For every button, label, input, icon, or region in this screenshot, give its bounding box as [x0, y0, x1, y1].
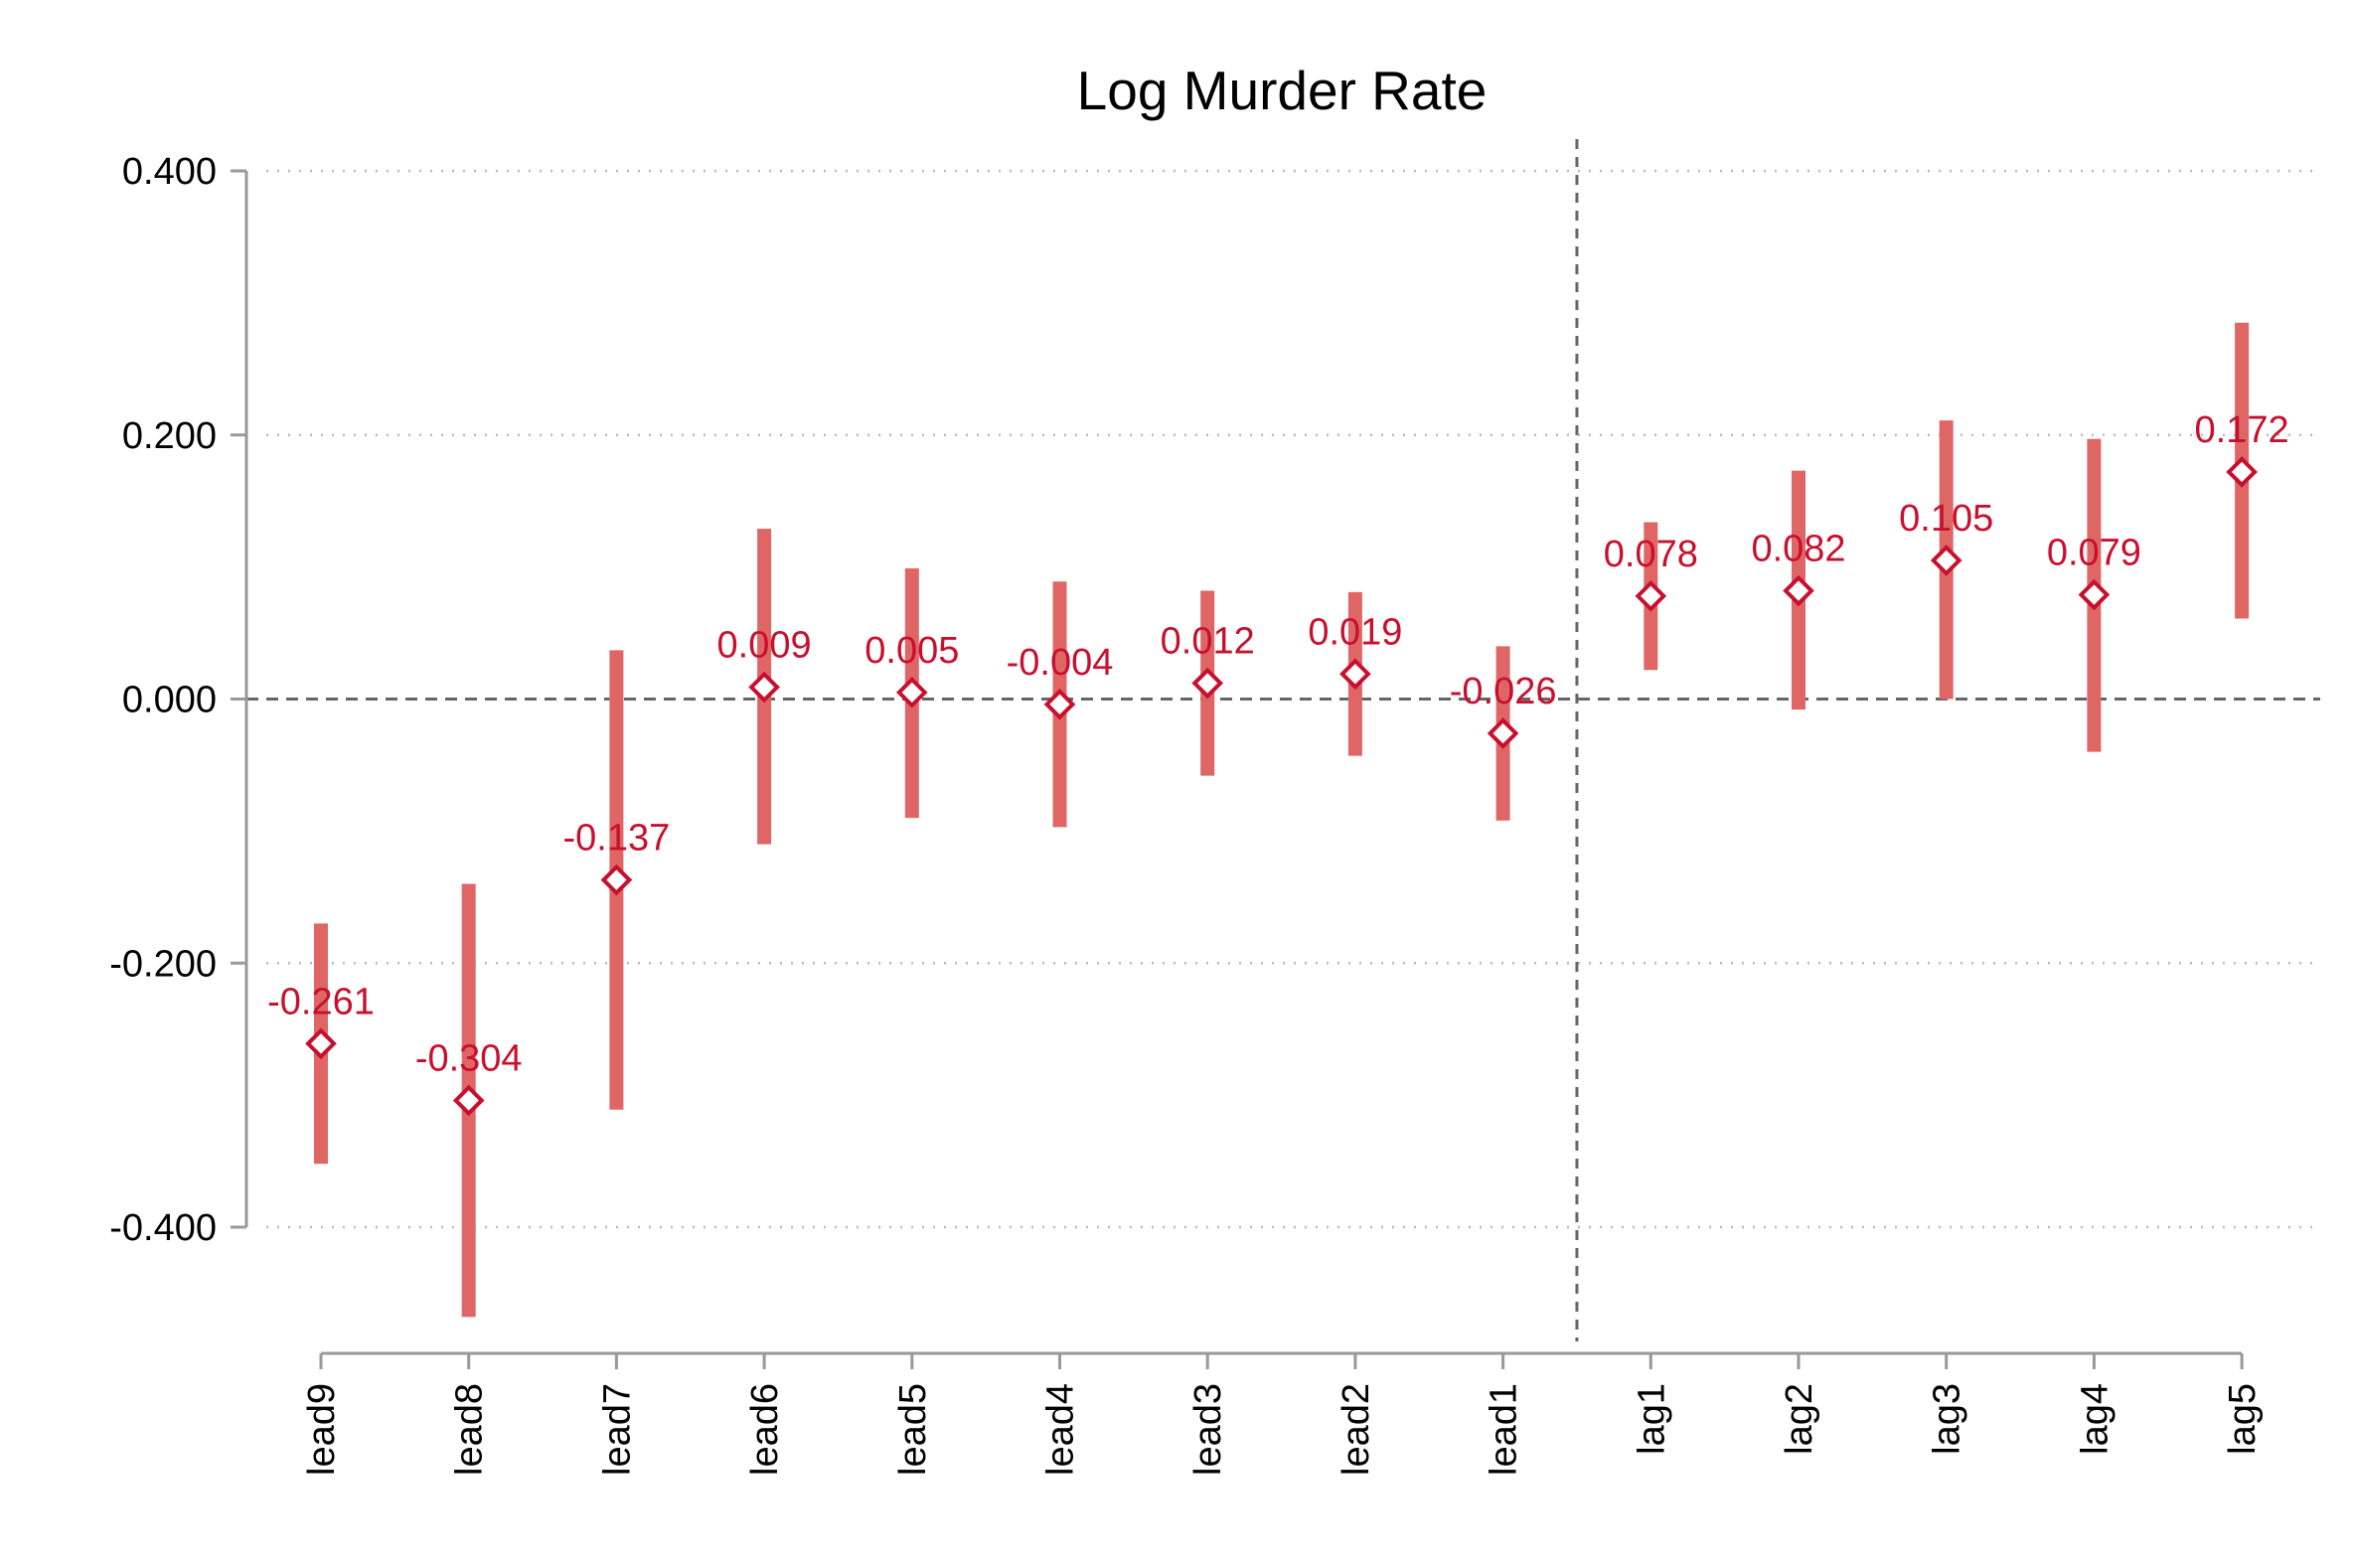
- axes: -0.400 -0.200 0.000 0.200 0.400 lead9 lead8 lea…: [109, 151, 2264, 1476]
- x-tick-label: lead1: [1484, 1383, 1525, 1476]
- data-label: 0.172: [2195, 409, 2289, 451]
- x-tick-label: lag3: [1927, 1383, 1968, 1455]
- point-marker: [2226, 456, 2258, 488]
- data-labels: -0.261 -0.304 -0.137 0.009 0.005 -0.004 0.012 0…: [267, 409, 2289, 1079]
- x-tick-label: lag2: [1779, 1383, 1820, 1455]
- y-tick-label: 0.200: [122, 415, 217, 457]
- data-label: 0.082: [1751, 529, 1845, 570]
- data-label: 0.105: [1899, 498, 1993, 540]
- point-marker: [600, 863, 633, 896]
- point-marker: [1043, 688, 1076, 720]
- y-tick-label: 0.400: [122, 151, 217, 193]
- point-marker: [748, 671, 780, 704]
- x-tick-label: lead3: [1187, 1383, 1229, 1476]
- data-label: 0.078: [1604, 534, 1698, 575]
- data-label: 0.019: [1308, 611, 1402, 653]
- data-label: -0.137: [563, 818, 671, 860]
- data-label: 0.079: [2047, 533, 2141, 574]
- point-marker: [452, 1084, 485, 1117]
- data-label: -0.026: [1450, 671, 1557, 712]
- data-label: -0.261: [267, 981, 375, 1022]
- data-label: 0.005: [864, 630, 959, 672]
- point-marker: [305, 1027, 337, 1060]
- x-tick-label: lead6: [744, 1383, 786, 1476]
- y-tick-label: -0.400: [109, 1207, 217, 1249]
- point-marker: [1191, 667, 1224, 700]
- data-label: -0.004: [1007, 642, 1114, 684]
- x-tick-label: lag5: [2222, 1383, 2264, 1455]
- data-label: 0.009: [717, 625, 812, 667]
- y-tick-label: -0.200: [109, 943, 217, 985]
- point-marker: [1930, 545, 1962, 576]
- x-tick-label: lead7: [596, 1383, 638, 1476]
- point-estimates: [305, 456, 2258, 1117]
- x-tick-label: lead5: [892, 1383, 934, 1476]
- data-label: 0.012: [1161, 621, 1255, 663]
- data-label: -0.304: [415, 1037, 523, 1079]
- x-tick-label: lead2: [1335, 1383, 1377, 1476]
- point-marker: [895, 677, 928, 708]
- point-marker: [1487, 717, 1519, 749]
- x-tick-label: lead8: [449, 1383, 491, 1476]
- point-marker: [1339, 658, 1371, 691]
- x-tick-label: lag4: [2074, 1383, 2116, 1455]
- point-marker: [1783, 574, 1814, 607]
- y-tick-label: 0.000: [122, 680, 217, 721]
- chart-title: Log Murder Rate: [1077, 60, 1488, 121]
- x-tick-label: lead9: [301, 1383, 343, 1476]
- point-marker: [1635, 580, 1667, 612]
- x-tick-label: lag1: [1631, 1383, 1672, 1455]
- point-marker: [2078, 578, 2111, 611]
- x-tick-label: lead4: [1040, 1383, 1082, 1476]
- reference-lines: [246, 139, 2320, 1341]
